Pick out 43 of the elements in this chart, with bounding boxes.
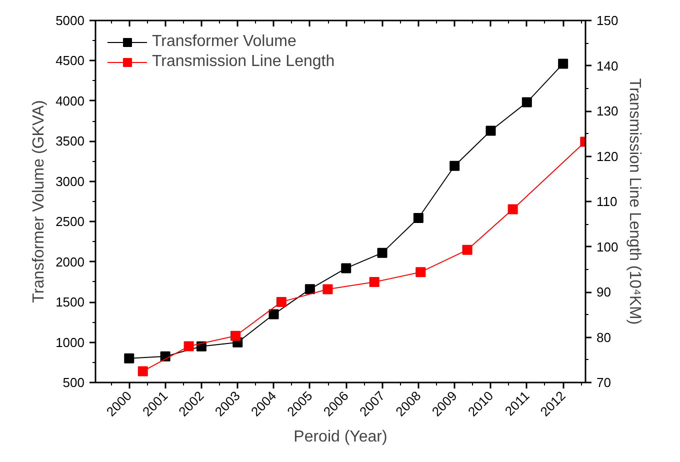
y-tick-label: 4500	[56, 53, 84, 68]
point	[230, 330, 240, 341]
y-tick-label: 500	[62, 375, 85, 390]
point	[138, 366, 148, 376]
y2-tick-label: 100	[596, 239, 618, 254]
point	[558, 58, 568, 69]
point	[462, 244, 472, 255]
y2-tick-label: 140	[596, 58, 618, 74]
legend-label: Transmission Line Length	[152, 53, 335, 71]
y2-axis-title: Transmission Line Length (10⁴KM)	[626, 78, 644, 325]
y-tick-label: 1000	[56, 334, 84, 350]
y2-tick-label: 150	[596, 13, 618, 28]
point	[322, 284, 333, 294]
point	[413, 212, 424, 223]
legend-label: Transformer Volume	[152, 33, 296, 51]
y-axis-title: Transformer Volume (GKVA)	[30, 100, 48, 303]
point	[304, 284, 315, 294]
point	[522, 97, 532, 108]
y2-tick-label: 120	[596, 148, 618, 164]
point	[276, 296, 286, 307]
point	[184, 341, 194, 352]
point	[416, 267, 426, 278]
x-axis-title: Peroid (Year)	[294, 428, 388, 446]
y2-tick-label: 70	[596, 375, 611, 390]
y-tick-label: 2000	[56, 254, 84, 270]
point	[268, 309, 279, 320]
y-tick-label: 5000	[56, 13, 84, 28]
point	[450, 160, 460, 171]
point	[508, 204, 518, 214]
y2-tick-label: 130	[596, 104, 618, 118]
y-tick-label: 3000	[56, 174, 84, 189]
y-tick-label: 4000	[56, 93, 84, 108]
y2-tick-label: 90	[596, 284, 611, 300]
y-tick-label: 3500	[56, 134, 84, 149]
point	[124, 353, 134, 364]
y-tick-label: 2500	[56, 214, 84, 230]
point	[341, 263, 352, 274]
point	[369, 277, 380, 288]
y2-tick-label: 80	[596, 330, 611, 345]
point	[486, 126, 496, 136]
y-tick-label: 1500	[56, 294, 84, 310]
y2-tick-label: 110	[596, 194, 618, 209]
point	[377, 248, 388, 258]
